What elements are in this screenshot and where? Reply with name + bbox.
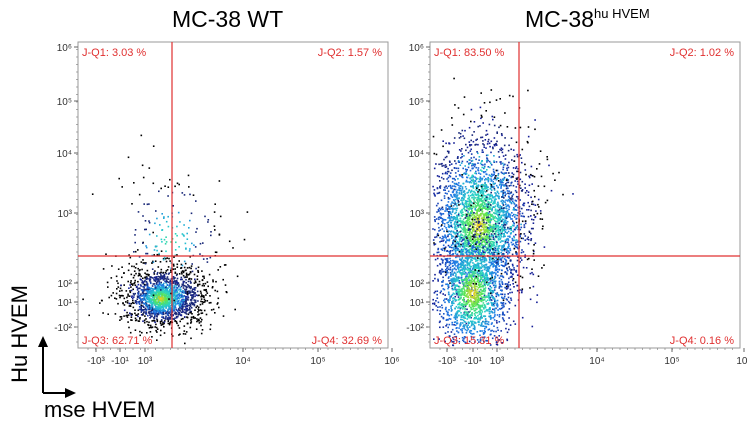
y-tick-label: 10⁶ <box>409 43 424 54</box>
y-tick-label: 10² <box>58 279 73 290</box>
y-tick-label: 10⁵ <box>409 97 424 108</box>
y-tick-label: 10⁴ <box>409 149 424 160</box>
panel-title-hu-sup: hu HVEM <box>594 6 650 21</box>
plot-frame <box>77 41 389 349</box>
x-tick-label: -10³ <box>438 356 456 367</box>
y-orientation-arrowhead <box>38 336 48 347</box>
x-tick-label: -10¹ <box>464 356 482 367</box>
quadrant-label-j-q3: J-Q3: 15.31 % <box>434 335 505 347</box>
y-tick-label: -10² <box>406 323 424 334</box>
y-tick-label: 10⁵ <box>57 97 72 108</box>
quadrant-label-j-q1: J-Q1: 83.50 % <box>434 47 505 59</box>
x-tick-label: 10³ <box>138 356 153 367</box>
x-tick-label: -10³ <box>87 356 105 367</box>
y-tick-label: 10³ <box>410 209 425 220</box>
x-tick-label: 10⁴ <box>589 356 604 367</box>
quadrant-label-j-q4: J-Q4: 32.69 % <box>312 335 383 347</box>
quadrant-label-j-q2: J-Q2: 1.57 % <box>318 47 382 59</box>
x-tick-label: 10⁶ <box>384 356 399 367</box>
y-tick-label: 10³ <box>58 209 73 220</box>
x-tick-label: 10⁵ <box>664 356 679 367</box>
event-cluster <box>446 160 554 301</box>
panel-title-wt: MC-38 WT <box>172 6 283 33</box>
x-tick-label: -10¹ <box>111 356 129 367</box>
y-axis-label-text: Hu HVEM <box>7 285 32 383</box>
y-tick-label: 10² <box>410 279 425 290</box>
x-axis-label: mse HVEM <box>44 397 156 422</box>
y-tick-label: 10⁴ <box>57 149 72 160</box>
x-orientation-arrowhead <box>65 388 76 398</box>
panel-title-wt-text: MC-38 WT <box>172 6 284 32</box>
quadrant-label-j-q3: J-Q3: 62.71 % <box>82 335 153 347</box>
y-tick-label: 10¹ <box>410 298 425 309</box>
event-cluster <box>91 134 249 329</box>
quadrant-label-j-q1: J-Q1: 3.03 % <box>82 47 146 59</box>
x-tick-label: 10⁶ <box>736 356 748 367</box>
quadrant-label-j-q4: J-Q4: 0.16 % <box>670 335 734 347</box>
x-tick-label: 10³ <box>490 356 505 367</box>
y-tick-label: -10² <box>54 323 72 334</box>
x-tick-label: 10⁴ <box>235 356 250 367</box>
event-cluster <box>120 275 198 324</box>
y-tick-label: 10¹ <box>58 298 73 309</box>
y-tick-label: 10⁶ <box>57 43 72 54</box>
quadrant-label-j-q2: J-Q2: 1.02 % <box>670 47 734 59</box>
panel-title-hu: MC-38hu HVEM <box>525 6 650 33</box>
panel-title-hu-text: MC-38 <box>525 6 595 32</box>
x-tick-label: 10⁵ <box>310 356 325 367</box>
y-axis-label: Hu HVEM <box>2 274 38 394</box>
